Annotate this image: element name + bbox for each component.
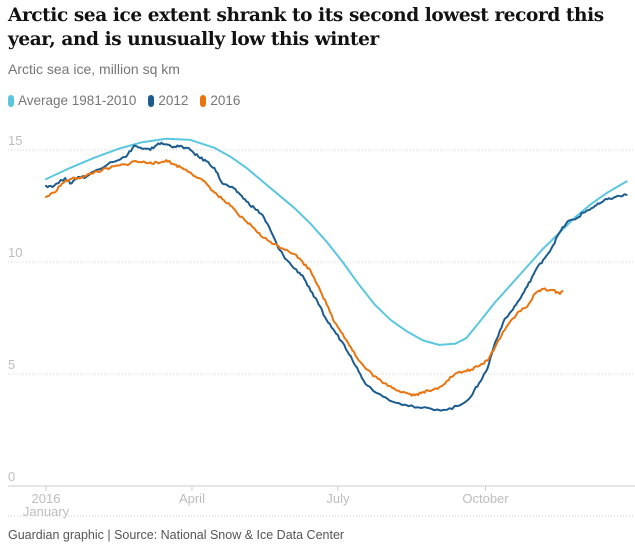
series-lines bbox=[45, 137, 628, 412]
legend-item-2016: 2016 bbox=[200, 93, 240, 108]
chart-title: Arctic sea ice extent shrank to its seco… bbox=[8, 5, 604, 50]
x-tick-label-0: 2016 bbox=[32, 491, 61, 506]
legend-swatch-2016 bbox=[200, 94, 207, 107]
gridlines bbox=[8, 149, 635, 375]
legend-swatch-average bbox=[8, 94, 14, 107]
chart-subtitle: Arctic sea ice, million sq km bbox=[8, 61, 180, 77]
series-line-average bbox=[45, 137, 628, 346]
legend: Average 1981-2010 2012 2016 bbox=[8, 93, 240, 108]
source-note: Guardian graphic | Source: National Snow… bbox=[8, 528, 345, 542]
y-tick-label-5: 5 bbox=[8, 357, 15, 372]
series-line-2016 bbox=[45, 159, 564, 397]
legend-label-2016: 2016 bbox=[210, 93, 241, 108]
legend-label-average: Average 1981-2010 bbox=[18, 93, 137, 108]
y-tick-label-10: 10 bbox=[8, 245, 22, 260]
series-line-2012 bbox=[45, 141, 628, 412]
x-tick-label-2: July bbox=[326, 491, 350, 506]
x-tick-label-1: April bbox=[179, 491, 205, 506]
x-tick-label-3: October bbox=[462, 491, 509, 506]
y-axis-tick-labels: 0 5 10 15 bbox=[8, 133, 22, 484]
legend-item-average: Average 1981-2010 bbox=[8, 93, 136, 108]
legend-label-2012: 2012 bbox=[158, 93, 189, 108]
legend-item-2012: 2012 bbox=[148, 93, 188, 108]
x-tick-sublabel-0: January bbox=[23, 504, 70, 519]
y-tick-label-15: 15 bbox=[8, 133, 22, 148]
y-tick-label-0: 0 bbox=[8, 469, 15, 484]
legend-swatch-2012 bbox=[148, 94, 155, 107]
